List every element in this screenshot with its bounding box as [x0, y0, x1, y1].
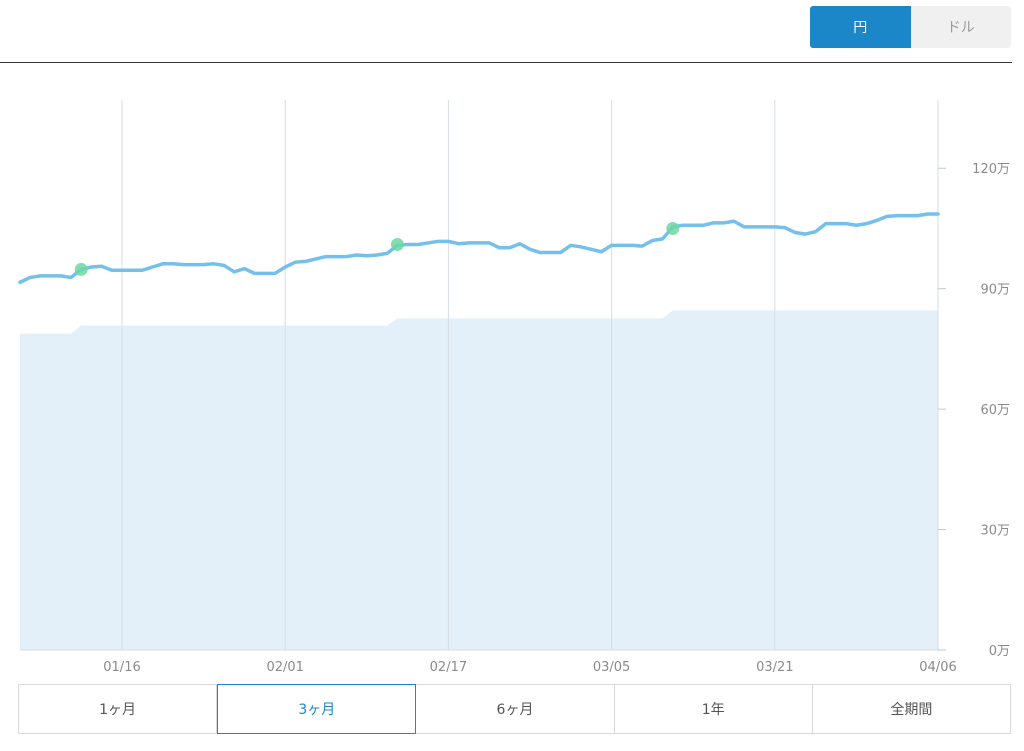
x-tick-label-3: 03/05	[593, 660, 630, 675]
x-tick-label-4: 03/21	[756, 660, 793, 675]
range-tabs: 1ヶ月 3ヶ月 6ヶ月 1年 全期間	[18, 684, 1011, 734]
x-tick-label-0: 01/16	[103, 660, 140, 675]
y-tick-label-0: 0万	[989, 644, 1010, 659]
y-tick-label-1: 30万	[980, 524, 1010, 539]
x-tick-label-5: 04/06	[919, 660, 956, 675]
tab-all-time[interactable]: 全期間	[890, 702, 933, 718]
x-tick-label-1: 02/01	[266, 660, 303, 675]
currency-toggle: 円 ドル	[810, 6, 1011, 48]
area-series	[20, 310, 938, 650]
event-marker-2	[666, 221, 680, 235]
currency-yen-button[interactable]: 円	[810, 6, 911, 48]
y-tick-label-2: 60万	[980, 403, 1010, 418]
tab-1-year[interactable]: 1年	[615, 685, 813, 733]
tab-1-month[interactable]: 1ヶ月	[19, 685, 218, 733]
y-tick-label-3: 90万	[980, 283, 1010, 298]
x-tick-label-2: 02/17	[430, 660, 467, 675]
line-series	[18, 212, 940, 285]
currency-dollar-button[interactable]: ドル	[910, 6, 1011, 48]
asset-chart: 0万 30万 60万 90万 120万 01/16 02/01 02/17 03/05 03/21…	[18, 100, 1010, 675]
event-marker-0	[74, 262, 88, 276]
header-divider	[0, 62, 1012, 63]
tab-3-months[interactable]: 3ヶ月	[217, 684, 417, 734]
event-marker-1	[390, 238, 404, 252]
tab-6-months[interactable]: 6ヶ月	[416, 685, 615, 733]
y-tick-label-4: 120万	[972, 162, 1010, 177]
